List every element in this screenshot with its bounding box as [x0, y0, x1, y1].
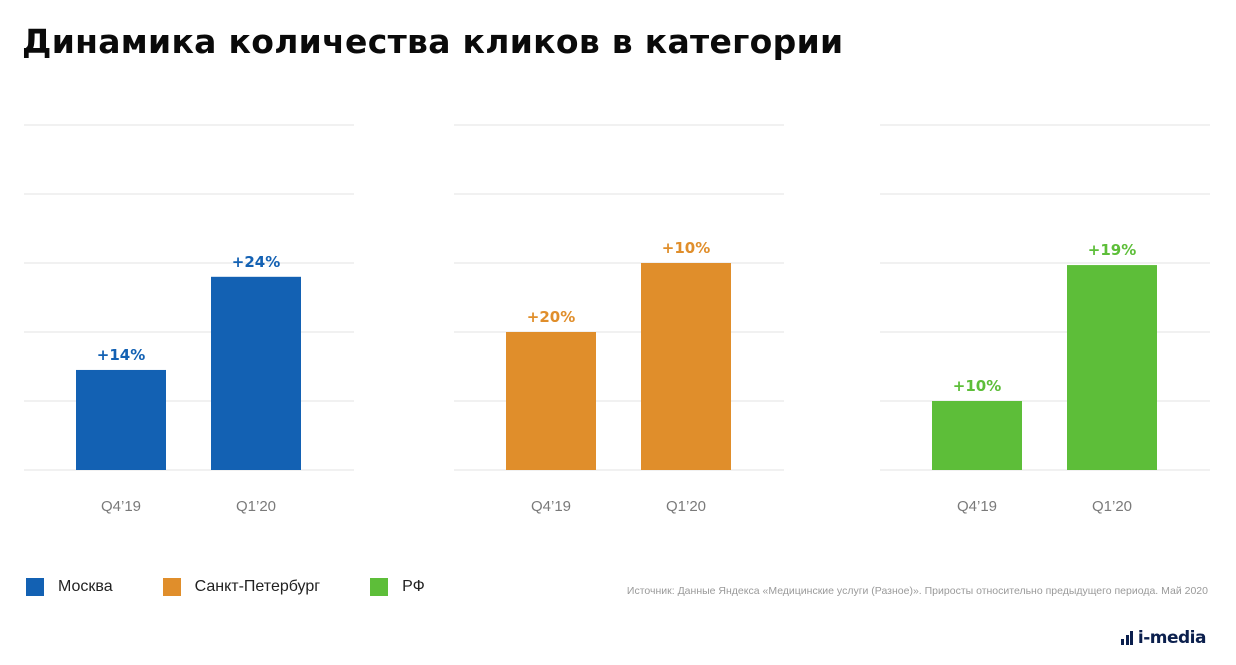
legend-label-rf: РФ	[402, 578, 425, 595]
chart-svg: +14% Q4’19 +24% Q1’20	[24, 124, 354, 515]
chart-moscow: +14% Q4’19 +24% Q1’20	[24, 110, 354, 530]
bar	[506, 332, 596, 470]
tick-label: Q4’19	[957, 498, 997, 515]
tick-label: Q1’20	[236, 498, 276, 515]
legend-item-moscow: Москва	[26, 578, 113, 596]
bar	[211, 276, 301, 470]
source-note: Источник: Данные Яндекса «Медицинские ус…	[626, 585, 1208, 597]
bar	[76, 369, 166, 470]
data-label: +10%	[662, 239, 710, 257]
logo-text: i-media	[1137, 628, 1207, 648]
data-label: +10%	[953, 377, 1001, 395]
data-label: +14%	[97, 346, 145, 364]
chart-rf: +10% Q4’19 +19% Q1’20	[880, 110, 1210, 530]
legend-swatch-moscow	[26, 578, 44, 596]
tick-label: Q4’19	[531, 498, 571, 515]
chart-spb: +20% Q4’19 +10% Q1’20	[454, 110, 784, 530]
page-title: Динамика количества кликов в категории	[22, 22, 844, 61]
bars-logo-icon	[1121, 631, 1135, 645]
tick-label: Q4’19	[101, 498, 141, 515]
tick-label: Q1’20	[1092, 498, 1132, 515]
bar	[641, 263, 731, 470]
data-label: +19%	[1088, 241, 1136, 259]
data-label: +24%	[232, 253, 280, 271]
data-label: +20%	[527, 308, 575, 326]
chart-svg: +10% Q4’19 +19% Q1’20	[880, 124, 1210, 515]
bar	[1067, 265, 1157, 470]
legend-item-rf: РФ	[370, 578, 425, 596]
bar	[932, 401, 1022, 470]
legend-swatch-spb	[162, 578, 181, 596]
chart-svg: +20% Q4’19 +10% Q1’20	[454, 124, 784, 515]
tick-label: Q1’20	[666, 498, 706, 515]
legend-label-moscow: Москва	[58, 578, 113, 595]
legend-swatch-rf	[370, 578, 389, 596]
legend-item-spb: Санкт-Петербург	[162, 578, 321, 596]
logo: i-media	[1121, 628, 1207, 648]
legend-label-spb: Санкт-Петербург	[194, 578, 321, 595]
legend: Москва Санкт-Петербург РФ	[26, 578, 475, 596]
